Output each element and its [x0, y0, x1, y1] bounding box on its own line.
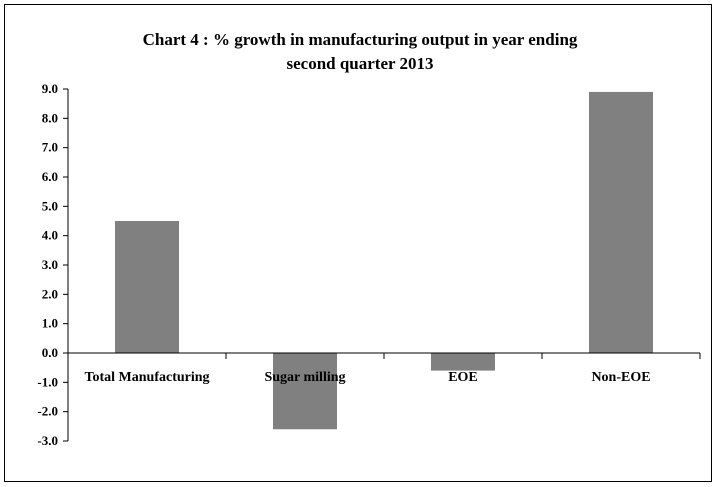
bar-sugar-milling: [273, 353, 337, 430]
y-tick-label: 9.0: [42, 81, 58, 96]
x-category-label: Non-EOE: [591, 370, 650, 385]
chart-title-line-1: Chart 4 : % growth in manufacturing outp…: [142, 30, 578, 49]
y-tick-label: 8.0: [42, 110, 58, 125]
y-tick-label: 0.0: [42, 345, 58, 360]
chart-title: Chart 4 : % growth in manufacturing outp…: [60, 28, 660, 76]
x-category-label: Total Manufacturing: [84, 370, 209, 385]
y-tick-label: 6.0: [42, 169, 58, 184]
y-tick-label: 1.0: [42, 316, 58, 331]
chart-title-line-2: second quarter 2013: [286, 54, 434, 73]
y-tick-label: 7.0: [42, 140, 58, 155]
y-tick-label: -2.0: [37, 404, 58, 419]
y-tick-label: 5.0: [42, 198, 58, 213]
y-tick-label: 4.0: [42, 228, 58, 243]
bar-total-manufacturing: [115, 221, 179, 353]
x-category-label: Sugar milling: [264, 370, 345, 385]
bar-eoe: [431, 353, 495, 371]
y-tick-label: 2.0: [42, 286, 58, 301]
y-tick-label: 3.0: [42, 257, 58, 272]
bar-non-eoe: [589, 91, 653, 353]
y-tick-label: -3.0: [37, 433, 58, 448]
y-tick-label: -1.0: [37, 374, 58, 389]
x-category-label: EOE: [448, 370, 478, 385]
